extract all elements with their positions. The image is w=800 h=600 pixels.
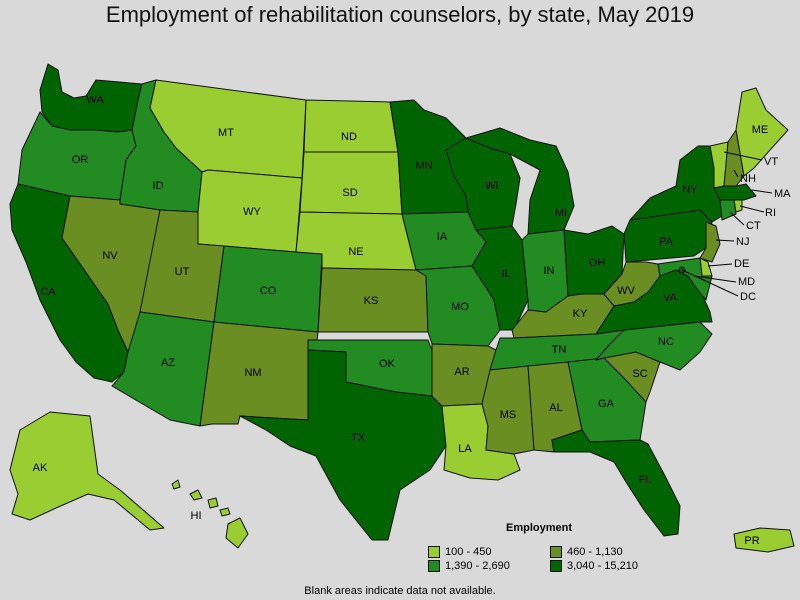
label-ID: ID xyxy=(153,180,164,192)
label-VT: VT xyxy=(764,156,778,168)
label-MT: MT xyxy=(218,127,234,139)
state-ND[interactable] xyxy=(303,99,399,153)
state-FL[interactable] xyxy=(551,429,681,537)
label-FL: FL xyxy=(639,474,652,486)
label-WI: WI xyxy=(485,180,498,192)
leader-NH xyxy=(733,169,739,178)
label-LA: LA xyxy=(458,443,472,455)
label-AZ: AZ xyxy=(161,357,175,369)
legend-label: 100 - 450 xyxy=(445,546,492,558)
state-SD[interactable] xyxy=(299,151,403,215)
label-RI: RI xyxy=(765,207,776,219)
legend-swatch xyxy=(428,546,440,558)
state-AK[interactable] xyxy=(9,411,165,531)
leader-RI xyxy=(739,205,765,213)
label-TN: TN xyxy=(552,344,567,356)
label-NJ: NJ xyxy=(736,236,749,248)
leader-DE xyxy=(707,263,733,267)
legend-item-bin-1: 460 - 1,130 xyxy=(550,546,623,558)
label-OH: OH xyxy=(589,257,606,269)
label-IA: IA xyxy=(437,231,448,243)
label-NH: NH xyxy=(740,173,756,185)
label-AR: AR xyxy=(454,366,469,378)
state-HI[interactable] xyxy=(171,479,249,549)
label-AK: AK xyxy=(33,462,48,474)
state-TX[interactable] xyxy=(239,339,447,541)
legend-item-bin-2: 1,390 - 2,690 xyxy=(428,560,510,572)
leader-CT xyxy=(729,211,745,226)
label-UT: UT xyxy=(175,266,190,278)
label-NY: NY xyxy=(682,184,698,196)
label-MD: MD xyxy=(738,276,755,288)
label-ME: ME xyxy=(752,124,769,136)
state-PR[interactable] xyxy=(733,527,795,553)
legend-title: Employment xyxy=(506,522,573,534)
legend-item-bin-0: 100 - 450 xyxy=(428,546,491,558)
leader-VT xyxy=(723,151,763,161)
state-CT[interactable] xyxy=(719,199,737,221)
legend-label: 1,390 - 2,690 xyxy=(445,560,510,572)
label-MS: MS xyxy=(500,409,517,421)
label-SD: SD xyxy=(342,187,357,199)
label-VA: VA xyxy=(663,292,678,304)
state-NJ[interactable] xyxy=(699,221,721,263)
label-GA: GA xyxy=(598,398,615,410)
leader-NJ xyxy=(715,239,735,242)
legend-swatch xyxy=(550,546,562,558)
label-ND: ND xyxy=(341,131,357,143)
label-OR: OR xyxy=(72,154,89,166)
label-NE: NE xyxy=(348,246,363,258)
label-DE: DE xyxy=(734,258,749,270)
label-NC: NC xyxy=(658,336,674,348)
legend-label: 3,040 - 15,210 xyxy=(567,560,638,572)
state-MA[interactable] xyxy=(713,183,757,201)
state-ME[interactable] xyxy=(735,87,789,177)
label-NM: NM xyxy=(244,367,261,379)
label-MO: MO xyxy=(451,301,469,313)
state-NH[interactable] xyxy=(723,129,745,187)
label-IL: IL xyxy=(501,268,510,280)
label-PR: PR xyxy=(744,535,759,547)
label-MA: MA xyxy=(774,188,791,200)
leader-MA xyxy=(751,189,773,194)
legend-swatch xyxy=(550,560,562,572)
state-IL[interactable] xyxy=(471,225,529,331)
map-title: Employment of rehabilitation counselors,… xyxy=(105,2,695,27)
label-MN: MN xyxy=(415,160,432,172)
label-CT: CT xyxy=(746,220,761,232)
label-WV: WV xyxy=(617,285,635,297)
label-TX: TX xyxy=(351,432,366,444)
label-CO: CO xyxy=(260,285,277,297)
label-PA: PA xyxy=(659,236,674,248)
label-IN: IN xyxy=(544,265,555,277)
leader-MD xyxy=(693,275,737,283)
label-AL: AL xyxy=(549,402,562,414)
legend-label: 460 - 1,130 xyxy=(567,546,623,558)
label-KY: KY xyxy=(573,308,588,320)
label-WA: WA xyxy=(86,94,104,106)
state-NY[interactable] xyxy=(629,145,723,223)
label-MI: MI xyxy=(555,207,567,219)
state-MD[interactable] xyxy=(657,257,713,301)
label-WY: WY xyxy=(243,206,261,218)
label-KS: KS xyxy=(364,295,379,307)
label-NV: NV xyxy=(102,250,118,262)
legend-item-bin-3: 3,040 - 15,210 xyxy=(550,560,638,572)
leader-DC xyxy=(681,269,739,297)
label-OK: OK xyxy=(379,358,396,370)
label-DC: DC xyxy=(740,291,756,303)
state-RI[interactable] xyxy=(733,199,743,213)
footnote: Blank areas indicate data not available. xyxy=(304,585,496,597)
label-HI: HI xyxy=(191,510,202,522)
legend-swatch xyxy=(428,560,440,572)
label-CA: CA xyxy=(40,286,56,298)
label-SC: SC xyxy=(632,368,647,380)
